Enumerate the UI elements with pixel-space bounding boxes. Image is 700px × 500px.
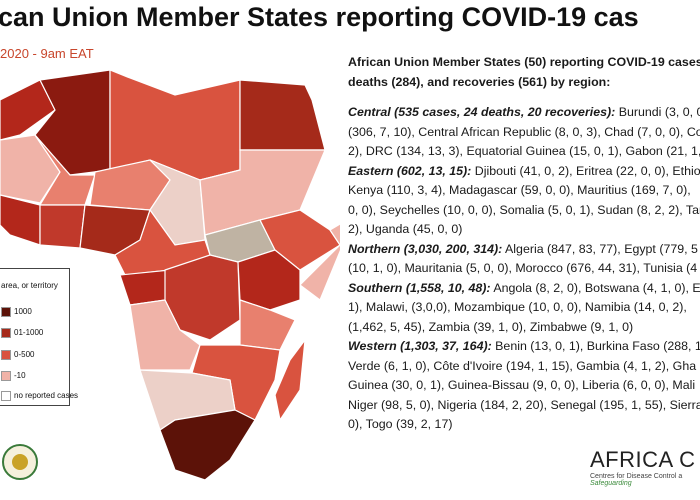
summary-line: African Union Member States (50) reporti… [348, 55, 700, 69]
region-line: Southern (1,558, 10, 48): Angola (8, 2, … [348, 279, 700, 299]
region-countries: (1,462, 5, 45), Zambia (39, 1, 0), Zimba… [348, 319, 634, 334]
region-countries: Benin (13, 0, 1), Burkina Faso (288, 1 [495, 339, 700, 353]
logo-subtitle: Centres for Disease Control a [590, 473, 683, 480]
region-line: Guinea (30, 0, 1), Guinea-Bissau (9, 0, … [348, 376, 700, 396]
region-shape [0, 194, 41, 246]
region-countries: Burundi (3, 0, 0 [618, 105, 700, 119]
region-countries: (306, 7, 10), Central African Republic (… [348, 124, 700, 139]
region-shape [299, 223, 340, 301]
region-shape [274, 337, 306, 422]
legend-item: 0-500 [1, 350, 34, 360]
region-countries: 2), DRC (134, 13, 3), Equatorial Guinea … [348, 144, 700, 158]
subtitle: 2020 - 9am EAT [0, 46, 94, 61]
region-shape [239, 299, 296, 351]
region-line: 0), Togo (39, 2, 17) [348, 415, 700, 435]
logo-tagline: Safeguarding [590, 480, 632, 487]
legend-item: 01-1000 [1, 328, 43, 338]
legend-item: 1000 [1, 307, 32, 317]
region-countries: 0, 0), Seychelles (10, 0, 0), Somalia (5… [348, 202, 700, 217]
region-line: 1), Malawi, (3,0,0), Mozambique (10, 0, … [348, 298, 700, 318]
au-emblem-center [12, 454, 28, 470]
logo-name: AFRICA C [590, 447, 696, 472]
legend-heading: area, or territory [1, 281, 58, 290]
region-countries: Algeria (847, 83, 77), Egypt (779, 5 [505, 241, 698, 256]
region-line: Western (1,303, 37, 164): Benin (13, 0, … [348, 337, 700, 357]
region-name: Central (535 cases, 24 deaths, 20 recove… [348, 105, 616, 119]
region-name: Western (1,303, 37, 164): [348, 339, 492, 353]
region-list: Central (535 cases, 24 deaths, 20 recove… [348, 103, 700, 435]
region-countries: Verde (6, 1, 0), Côte d'Ivoire (194, 1, … [348, 358, 697, 373]
region-line: 0, 0), Seychelles (10, 0, 0), Somalia (5… [348, 201, 700, 221]
region-line: (306, 7, 10), Central African Republic (… [348, 123, 700, 143]
region-name: Southern (1,558, 10, 48): [348, 280, 491, 295]
region-line: (10, 1, 0), Mauritania (5, 0, 0), Morocc… [348, 259, 700, 279]
region-countries: 0), Togo (39, 2, 17) [348, 417, 453, 431]
africa-cdc-logo: AFRICA C Centres for Disease Control a S… [590, 447, 700, 487]
region-line: Central (535 cases, 24 deaths, 20 recove… [348, 103, 700, 123]
region-countries: Kenya (110, 3, 4), Madagascar (59, 0, 0)… [348, 183, 691, 197]
region-countries: Guinea (30, 0, 1), Guinea-Bissau (9, 0, … [348, 378, 696, 392]
region-line: Northern (3,030, 200, 314): Algeria (847… [348, 240, 700, 260]
region-shape [159, 409, 256, 481]
legend-label: 01-1000 [14, 328, 44, 338]
legend-item: no reported cases [1, 391, 78, 401]
region-countries: Djibouti (41, 0, 2), Eritrea (22, 0, 0),… [474, 163, 700, 178]
region-countries: Niger (98, 5, 0), Nigeria (184, 2, 20), … [348, 397, 700, 412]
legend-label: no reported cases [14, 391, 79, 401]
legend-label: 1000 [14, 307, 32, 317]
africa-map [0, 69, 340, 481]
region-shape [0, 79, 56, 141]
region-line: Niger (98, 5, 0), Nigeria (184, 2, 20), … [348, 396, 700, 416]
region-line: 2), DRC (134, 13, 3), Equatorial Guinea … [348, 142, 700, 162]
region-line: (1,462, 5, 45), Zambia (39, 1, 0), Zimba… [348, 318, 700, 338]
region-line: Eastern (602, 13, 15): Djibouti (41, 0, … [348, 162, 700, 182]
region-countries: Angola (8, 2, 0), Botswana (4, 1, 0), E [493, 280, 700, 295]
region-line: 2), Uganda (45, 0, 0) [348, 220, 700, 240]
region-line: Kenya (110, 3, 4), Madagascar (59, 0, 0)… [348, 181, 700, 201]
region-shape [39, 204, 86, 249]
region-name: Northern (3,030, 200, 314): [348, 241, 503, 256]
region-shape [239, 79, 326, 151]
region-name: Eastern (602, 13, 15): [348, 163, 472, 178]
region-countries: 2), Uganda (45, 0, 0) [348, 222, 463, 236]
region-shape [109, 69, 241, 181]
legend-item: -10 [1, 371, 26, 381]
region-line: Verde (6, 1, 0), Côte d'Ivoire (194, 1, … [348, 357, 700, 377]
region-countries: 1), Malawi, (3,0,0), Mozambique (10, 0, … [348, 300, 687, 314]
summary-line: deaths (284), and recoveries (561) by re… [348, 74, 611, 89]
legend-label: -10 [14, 371, 26, 381]
legend-label: 0-500 [14, 350, 35, 360]
legend: area, or territory 1000 01-1000 0-500 -1… [0, 268, 78, 406]
region-countries: (10, 1, 0), Mauritania (5, 0, 0), Morocc… [348, 261, 698, 275]
title: can Union Member States reporting COVID-… [0, 2, 639, 32]
region-shape [119, 269, 171, 306]
summary-panel: African Union Member States (50) reporti… [348, 53, 700, 435]
